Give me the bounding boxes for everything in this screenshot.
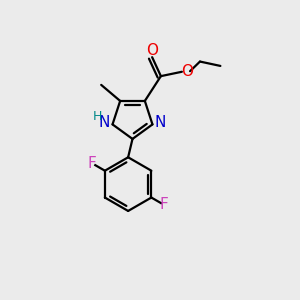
Text: F: F xyxy=(160,197,168,212)
Text: N: N xyxy=(155,116,166,130)
Text: F: F xyxy=(88,156,97,171)
Text: H: H xyxy=(93,110,102,123)
Text: O: O xyxy=(181,64,193,79)
Text: O: O xyxy=(146,43,158,58)
Text: N: N xyxy=(99,116,110,130)
